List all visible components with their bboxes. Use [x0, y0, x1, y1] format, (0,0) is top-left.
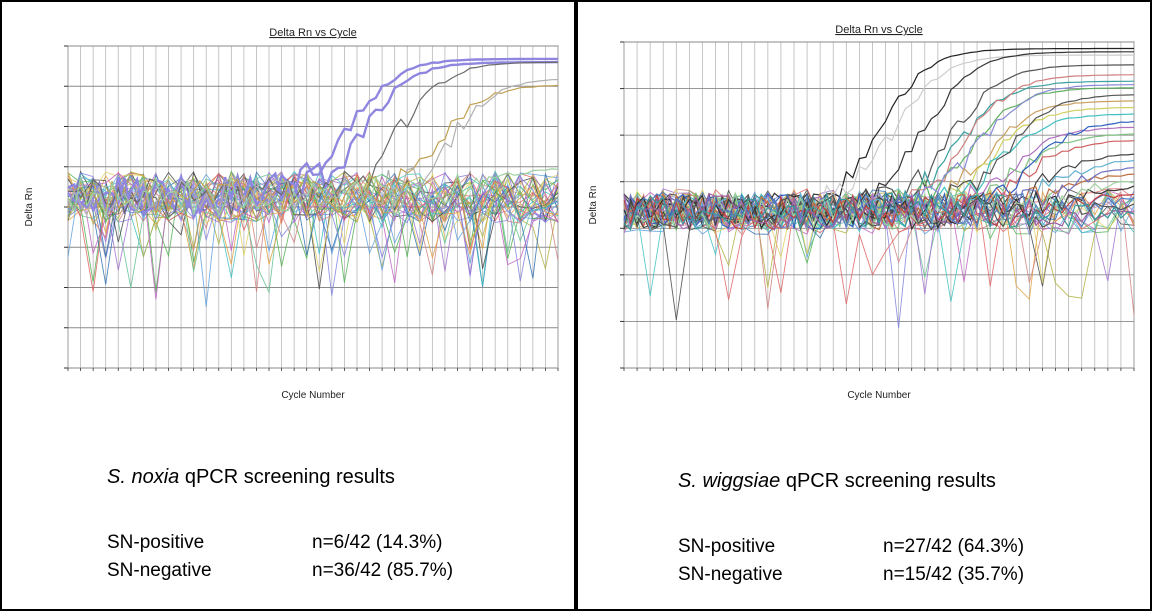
- amplification-curve: [623, 192, 1135, 231]
- caption-s-wiggsiae: S. wiggsiae qPCR screening results: [678, 470, 996, 493]
- chart-title: Delta Rn vs Cycle: [835, 24, 922, 36]
- y-axis-label: Delta Rn: [588, 186, 599, 225]
- panel-right: Delta Rn vs Cycle Cycle Number Delta Rn S.…: [578, 0, 1146, 611]
- stat-value: n=27/42 (64.3%): [883, 536, 1025, 557]
- amplification-curve: [67, 84, 559, 218]
- stat-row-positive: SN-positive n=27/42 (64.3%): [678, 536, 1024, 558]
- caption-species: S. wiggsiae: [678, 470, 781, 492]
- stat-value: n=6/42 (14.3%): [312, 532, 443, 553]
- amplification-curve: [623, 160, 1135, 233]
- stat-row-positive: SN-positive n=6/42 (14.3%): [107, 532, 442, 554]
- stat-row-negative: SN-negative n=36/42 (85.7%): [107, 560, 453, 582]
- caption-s-noxia: S. noxia qPCR screening results: [107, 466, 395, 489]
- x-axis-label: Cycle Number: [281, 390, 345, 401]
- stat-label: SN-negative: [107, 560, 212, 581]
- stat-label: SN-positive: [678, 536, 776, 557]
- stat-value: n=15/42 (35.7%): [883, 564, 1025, 585]
- stat-label: SN-positive: [107, 532, 205, 553]
- stat-label: SN-negative: [678, 564, 783, 585]
- caption-text: qPCR screening results: [780, 470, 996, 492]
- amplification-curve: [623, 94, 1135, 230]
- panel-left: Delta Rn vs Cycle Cycle Number Delta Rn S.…: [2, 0, 574, 611]
- noise-trace: [623, 188, 1135, 305]
- stat-row-negative: SN-negative n=15/42 (35.7%): [678, 564, 1024, 586]
- amplification-curve: [623, 193, 1135, 230]
- y-axis-label: Delta Rn: [24, 188, 35, 227]
- amplification-curve: [67, 61, 558, 218]
- caption-text: qPCR screening results: [179, 466, 395, 488]
- stat-value: n=36/42 (85.7%): [312, 560, 454, 581]
- amplification-curve: [67, 168, 559, 218]
- chart-title: Delta Rn vs Cycle: [269, 27, 356, 39]
- amplification-plot-s-wiggsiae: Delta Rn vs Cycle Cycle Number Delta Rn: [588, 24, 1135, 401]
- x-axis-label: Cycle Number: [847, 390, 911, 401]
- panel-divider: [574, 0, 578, 611]
- amplification-plot-s-noxia: Delta Rn vs Cycle Cycle Number Delta Rn: [24, 27, 559, 401]
- noise-trace: [67, 172, 559, 300]
- caption-species: S. noxia: [107, 466, 180, 488]
- noise-trace: [67, 172, 559, 279]
- amplification-curve: [623, 180, 1135, 231]
- amplification-curve: [67, 60, 559, 221]
